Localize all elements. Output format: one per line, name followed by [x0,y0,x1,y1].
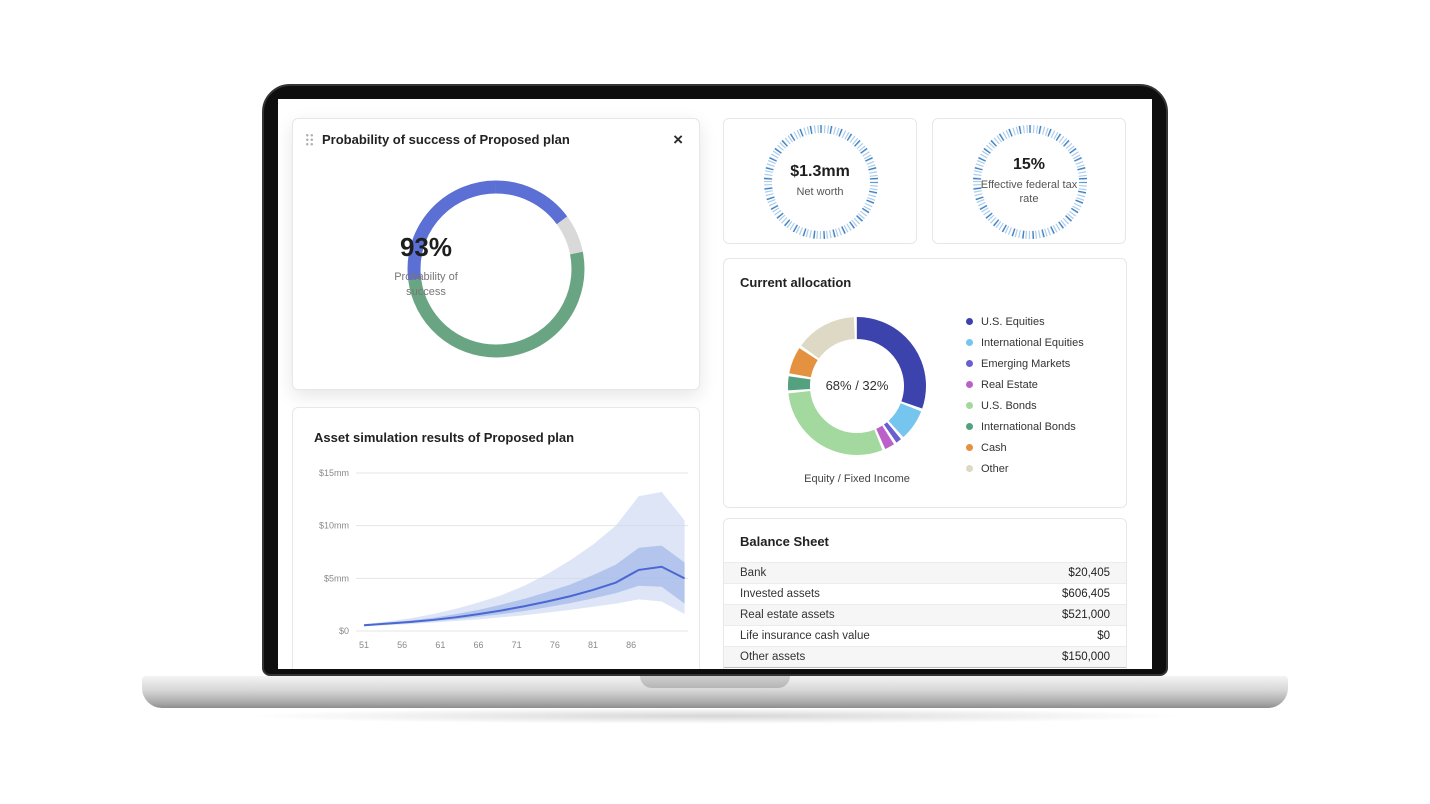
svg-text:86: 86 [626,640,636,650]
probability-center-text: 93% Probability of success [356,232,496,300]
legend-dot [966,402,973,409]
balance-sheet-row: Bank $20,405 [724,562,1126,583]
laptop-screen: Probability of success of Proposed plan … [278,99,1152,669]
tax-rate-label: Effective federal tax rate [980,178,1078,205]
allocation-legend: U.S. Equities International Equities Eme… [966,311,1084,479]
legend-dot [966,423,973,430]
allocation-donut [788,317,926,455]
legend-item: Real Estate [966,374,1084,395]
asset-simulation-chart: $15mm $10mm $5mm $0 51 56 61 66 71 76 81 86 [319,468,688,650]
svg-text:$15mm: $15mm [319,468,349,478]
legend-label: Cash [981,441,1007,454]
allocation-title: Current allocation [740,275,852,290]
tax-rate-value: 15% [1012,155,1046,173]
row-value: $20,405 [1068,567,1110,579]
svg-text:56: 56 [397,640,407,650]
svg-text:51: 51 [359,640,369,650]
svg-text:$0: $0 [339,626,349,636]
balance-sheet-row: Real estate assets $521,000 [724,604,1126,625]
net-worth-label: Net worth [796,185,844,198]
legend-label: Emerging Markets [981,357,1071,370]
svg-text:71: 71 [512,640,522,650]
laptop-shadow [240,708,1190,724]
legend-dot [966,339,973,346]
legend-label: U.S. Equities [981,315,1045,328]
row-label: Bank [740,567,767,579]
asset-simulation-title: Asset simulation results of Proposed pla… [314,430,575,445]
row-label: Real estate assets [740,609,835,621]
row-value: $606,405 [1062,588,1110,600]
legend-dot [966,381,973,388]
probability-donut [407,180,585,358]
row-label: Other assets [740,651,806,663]
legend-item: Cash [966,437,1084,458]
row-value: $150,000 [1062,651,1110,663]
legend-dot [966,360,973,367]
svg-text:66: 66 [473,640,483,650]
tax-rate-card: 15% Effective federal tax rate [932,118,1126,244]
balance-sheet-title: Balance Sheet [740,534,829,549]
net-worth-card: $1.3mm Net worth [723,118,917,244]
balance-sheet-row: Invested assets $606,405 [724,583,1126,604]
legend-item: U.S. Bonds [966,395,1084,416]
tax-rate-text: 15% Effective federal tax rate [933,119,1125,243]
close-icon[interactable]: × [673,129,683,149]
balance-sheet-row: Other assets $150,000 [724,646,1126,668]
asset-simulation-card: Asset simulation results of Proposed pla… [292,407,700,669]
probability-card: Probability of success of Proposed plan … [292,118,700,390]
svg-text:$5mm: $5mm [324,573,349,583]
net-worth-ring [764,125,878,239]
legend-label: U.S. Bonds [981,399,1037,412]
legend-item: Other [966,458,1084,479]
legend-label: Other [981,462,1009,475]
legend-item: Emerging Markets [966,353,1084,374]
svg-text:$10mm: $10mm [319,521,349,531]
legend-item: International Bonds [966,416,1084,437]
tax-rate-ring [973,125,1087,239]
probability-card-header: Probability of success of Proposed plan … [293,119,699,149]
allocation-card: Current allocation 68% / 32% Equity / Fi… [723,258,1127,508]
balance-sheet-card: Balance Sheet Bank $20,405 Invested asse… [723,518,1127,669]
net-worth-value: $1.3mm [790,162,850,180]
legend-label: International Bonds [981,420,1076,433]
legend-dot [966,318,973,325]
legend-item: International Equities [966,332,1084,353]
legend-dot [966,465,973,472]
balance-sheet-table: Bank $20,405 Invested assets $606,405 Re… [724,562,1126,668]
allocation-center-value: 68% / 32% [825,378,889,393]
probability-card-title: Probability of success of Proposed plan [322,132,570,147]
legend-item: U.S. Equities [966,311,1084,332]
legend-label: International Equities [981,336,1084,349]
svg-text:61: 61 [435,640,445,650]
row-label: Life insurance cash value [740,630,870,642]
svg-text:81: 81 [588,640,598,650]
legend-dot [966,444,973,451]
balance-sheet-row: Life insurance cash value $0 [724,625,1126,646]
row-label: Invested assets [740,588,820,600]
drag-handle-icon[interactable] [305,133,314,146]
probability-value: 93% [399,232,453,262]
row-value: $0 [1097,630,1110,642]
probability-subtitle: Probability of success [394,271,458,298]
net-worth-text: $1.3mm Net worth [724,119,916,243]
row-value: $521,000 [1062,609,1110,621]
svg-text:76: 76 [550,640,560,650]
allocation-caption: Equity / Fixed Income [804,473,910,485]
laptop-base-notch [640,676,790,688]
legend-label: Real Estate [981,378,1038,391]
